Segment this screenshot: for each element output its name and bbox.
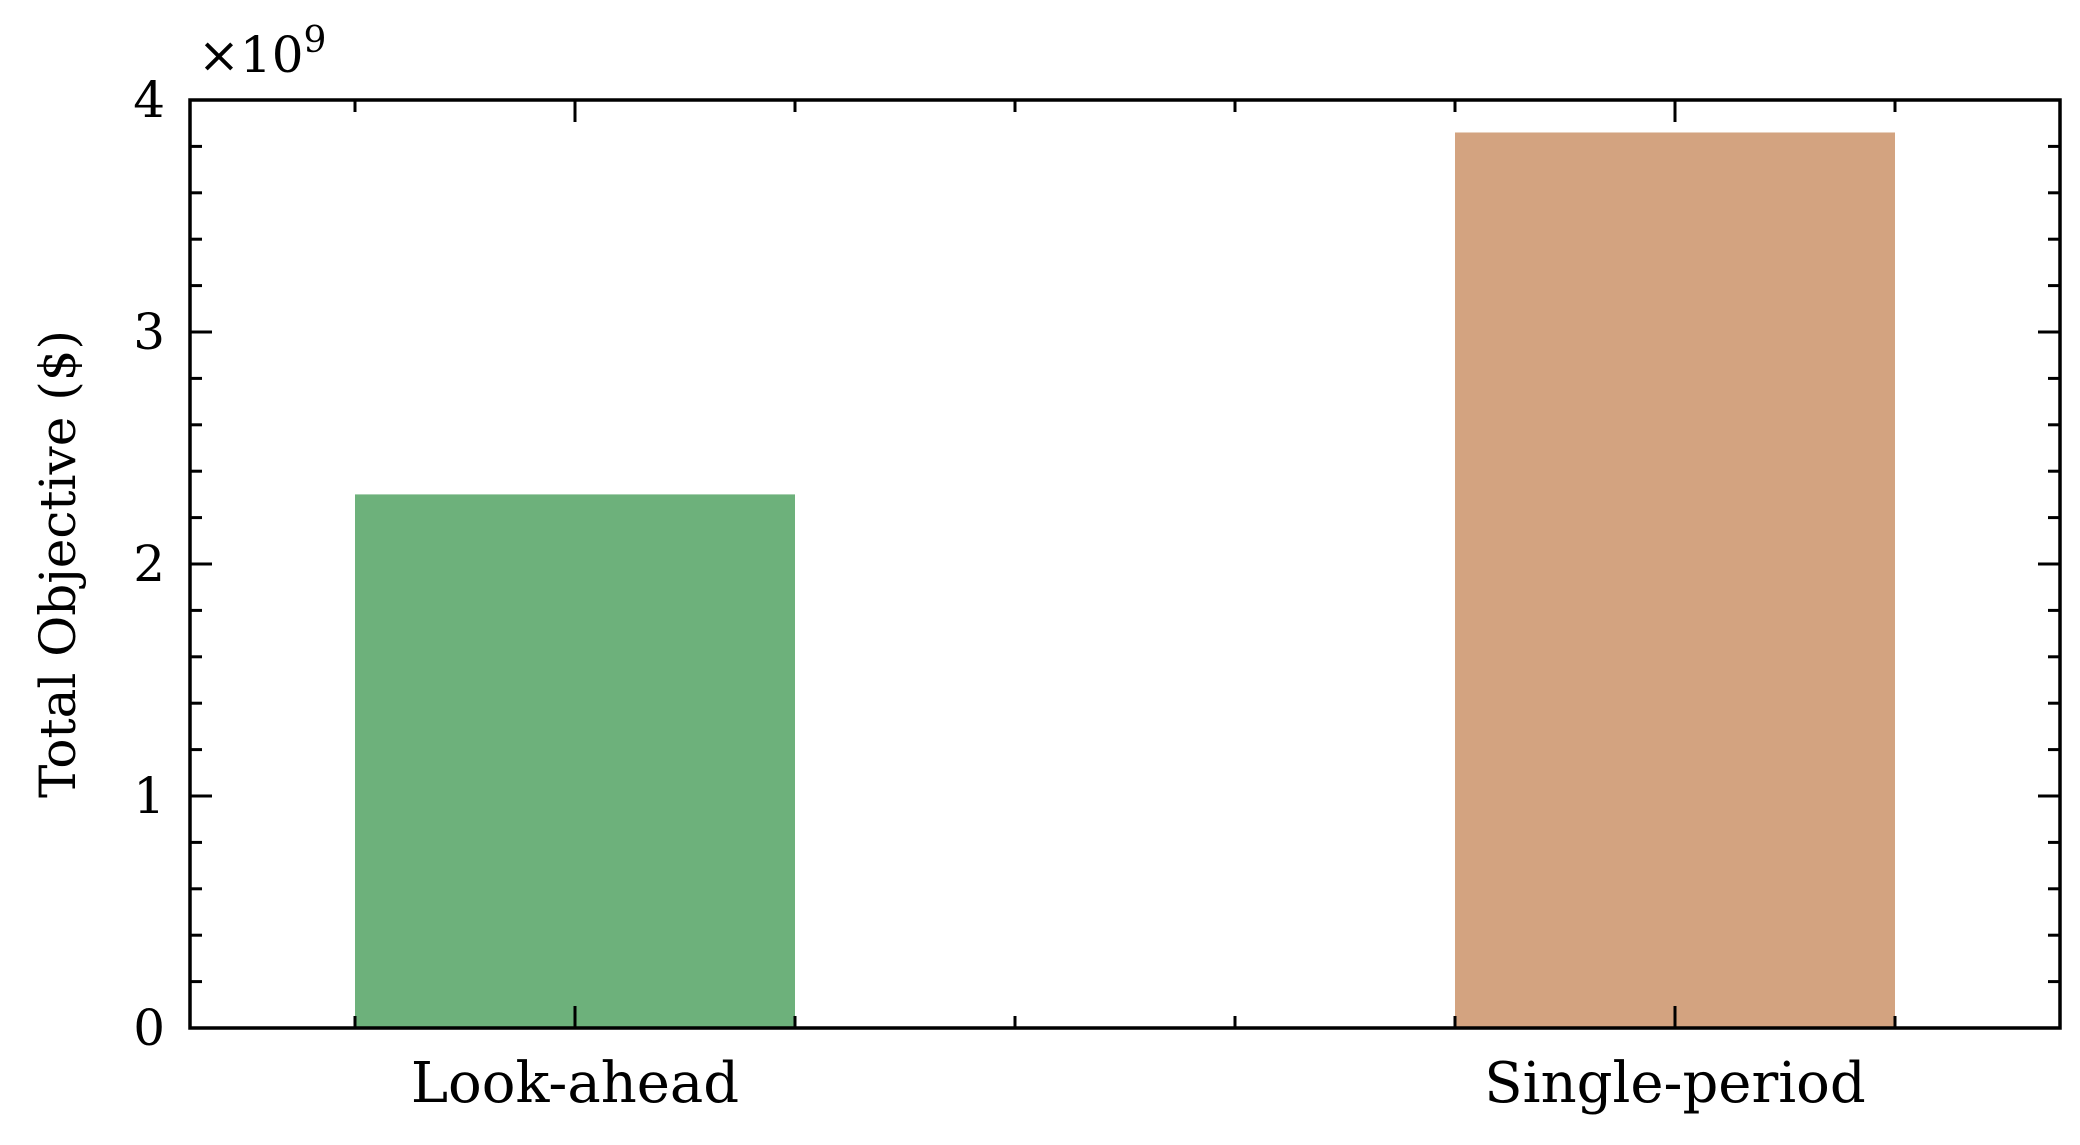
y-tick-label: 1 bbox=[133, 767, 165, 825]
y-tick-label: 2 bbox=[133, 535, 165, 593]
y-axis-exponent-power: 9 bbox=[304, 20, 327, 61]
bar-single-period bbox=[1455, 132, 1895, 1029]
x-tick-label: Single-period bbox=[1484, 1051, 1865, 1116]
bar-look-ahead bbox=[355, 494, 795, 1028]
y-tick-label: 0 bbox=[133, 999, 165, 1057]
bars-group bbox=[355, 132, 1895, 1029]
y-axis-exponent-base: ×10 bbox=[198, 26, 304, 84]
labels-group: Look-ahead Single-period 0 1 2 3 4 bbox=[133, 71, 1866, 1116]
x-tick-label: Look-ahead bbox=[411, 1051, 739, 1116]
plot-frame bbox=[188, 98, 2062, 1030]
y-tick-label: 3 bbox=[133, 303, 165, 361]
y-axis-exponent: ×109 bbox=[198, 20, 326, 84]
y-axis-title: Total Objective ($) bbox=[29, 330, 87, 798]
y-tick-label: 4 bbox=[133, 71, 165, 129]
